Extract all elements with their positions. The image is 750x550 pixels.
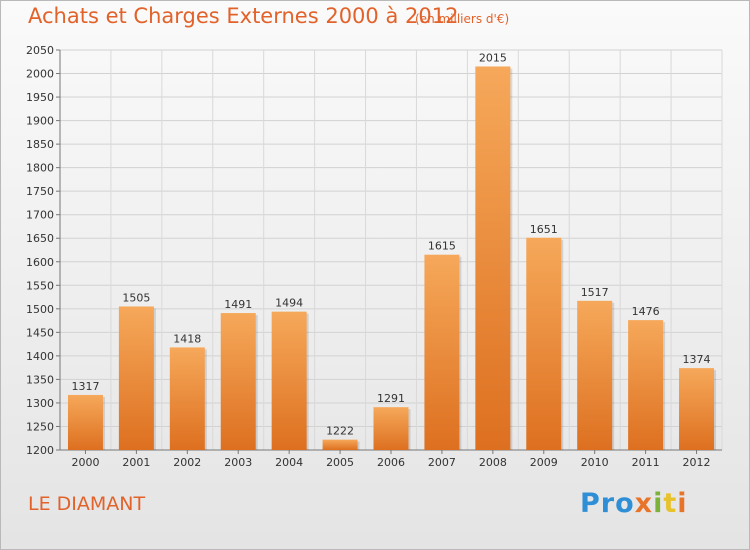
y-tick-label: 2050 [26,44,54,57]
value-label: 1291 [377,392,405,405]
labels: 1317 1505 1418 1491 1494 1222 1291 1615 2015 1651… [71,51,710,437]
bar-2009 [526,237,562,450]
y-tick-label: 1200 [26,444,54,457]
y-tick-label: 1650 [26,232,54,245]
x-tick-label: 2007 [428,456,456,469]
value-label: 2015 [479,51,507,64]
x-tick-label: 2012 [683,456,711,469]
bars [67,66,717,451]
y-tick-label: 1600 [26,256,54,269]
bar-2010 [577,300,613,450]
bar-2008 [475,66,511,451]
y-tick-label: 1500 [26,303,54,316]
y-tick-label: 1400 [26,350,54,363]
value-label: 1651 [530,223,558,236]
bar-2005 [322,439,358,450]
x-tick-label: 2004 [275,456,303,469]
location-label: LE DIAMANT [28,493,146,515]
logo-part-i2: i [677,488,688,519]
unit-note: (en milliers d'€) [415,12,510,26]
bar-2007 [424,254,460,450]
x-tick-label: 2011 [632,456,660,469]
value-label: 1517 [581,286,609,299]
x-tick-label: 2005 [326,456,354,469]
value-label: 1374 [683,353,711,366]
y-tick-label: 1800 [26,162,54,175]
x-tick-label: 2003 [224,456,252,469]
y-tick-label: 1450 [26,326,54,339]
value-label: 1476 [632,305,660,318]
proxiti-logo: Proxiti [580,488,688,519]
y-tick-label: 2000 [26,68,54,81]
y-tick-label: 1350 [26,373,54,386]
bar-2006 [373,407,409,450]
y-tick-label: 1550 [26,279,54,292]
value-label: 1418 [173,332,201,345]
value-label: 1615 [428,240,456,253]
y-tick-label: 1300 [26,397,54,410]
y-tick-label: 1900 [26,115,54,128]
bar-2001 [118,306,154,450]
bar-2000 [67,394,103,450]
bar-2004 [271,311,307,450]
y-tick-label: 1250 [26,420,54,433]
x-tick-label: 2006 [377,456,405,469]
x-tick-label: 2008 [479,456,507,469]
value-label: 1505 [122,291,150,304]
bar-2012 [679,368,715,450]
logo-part-t: t [663,488,678,519]
value-label: 1317 [71,380,99,393]
bar-2011 [628,320,664,450]
x-tick-label: 2001 [122,456,150,469]
bar-2003 [220,313,256,450]
value-label: 1222 [326,425,354,438]
value-label: 1494 [275,297,303,310]
logo-part-pro: Pro [580,488,635,519]
chart-title: Achats et Charges Externes 2000 à 2012 [28,4,459,28]
x-tick-label: 2010 [581,456,609,469]
y-tick-label: 1700 [26,209,54,222]
value-label: 1491 [224,298,252,311]
logo-part-i: i [653,488,664,519]
bar-2002 [169,347,205,450]
x-tick-label: 2009 [530,456,558,469]
logo-part-x: x [634,488,654,519]
axes: 1200 1250 1300 1350 1400 1450 1500 1550 1600 1650… [26,44,722,469]
x-tick-label: 2002 [173,456,201,469]
x-tick-label: 2000 [71,456,99,469]
y-tick-label: 1750 [26,185,54,198]
y-tick-label: 1950 [26,91,54,104]
y-tick-label: 1850 [26,138,54,151]
grid-lines [59,49,723,451]
